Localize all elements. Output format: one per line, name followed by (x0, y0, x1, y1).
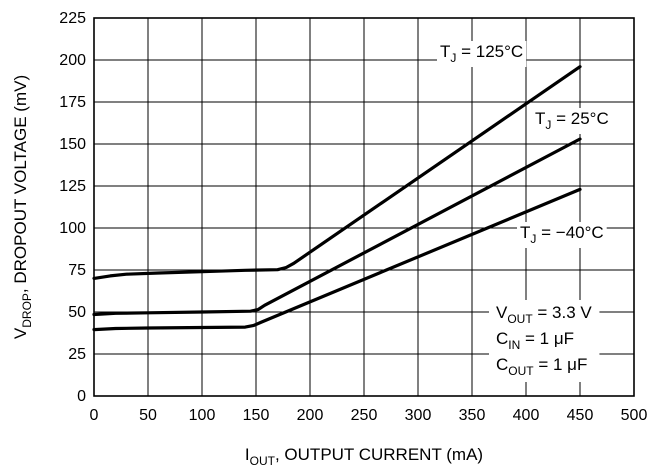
curve-125c (92, 65, 582, 280)
y-tick-label: 125 (59, 178, 86, 195)
label-minus40c: TJ = −40°C (517, 222, 607, 248)
cin-condition-background (493, 328, 578, 354)
y-tick-label: 200 (59, 52, 86, 69)
x-tick-label: 50 (139, 407, 157, 424)
curve-minus40c (92, 187, 582, 332)
y-tick-labels: 0 25 50 75 100 125 150 175 200 225 (59, 10, 86, 405)
conditions-annotation: VOUT = 3.3 V CIN = 1 μF COUT = 1 μF (489, 300, 600, 382)
x-tick-label: 250 (351, 407, 378, 424)
x-tick-label: 350 (459, 407, 486, 424)
y-tick-label: 175 (59, 94, 86, 111)
curve-25c (92, 137, 582, 317)
x-tick-label: 400 (513, 407, 540, 424)
vout-condition: VOUT = 3.3 V (493, 302, 596, 328)
y-tick-label: 150 (59, 136, 86, 153)
y-tick-label: 0 (77, 388, 86, 405)
x-axis-title: IOUT, OUTPUT CURRENT (mA) (245, 445, 483, 468)
vout-condition-background (493, 302, 596, 328)
label-25c-background (532, 108, 612, 134)
label-25c: TJ = 25°C (532, 108, 612, 134)
y-tick-label: 50 (68, 304, 86, 321)
cout-condition: COUT = 1 μF (493, 354, 591, 380)
svg-text:TJ = 125°C: TJ = 125°C (440, 42, 523, 65)
label-minus40c-background (517, 222, 607, 248)
x-tick-labels: 0 50 100 150 200 250 300 350 400 450 500 (90, 407, 648, 424)
label-125c: TJ = 125°C (437, 41, 527, 67)
x-tick-label: 450 (567, 407, 594, 424)
y-tick-label: 100 (59, 220, 86, 237)
svg-text:CIN = 1 μF: CIN = 1 μF (496, 329, 574, 352)
x-tick-label: 150 (243, 407, 270, 424)
y-tick-label: 75 (68, 262, 86, 279)
x-tick-label: 300 (405, 407, 432, 424)
cout-condition-background (493, 354, 591, 380)
x-tick-label: 500 (621, 407, 648, 424)
y-tick-label: 225 (59, 10, 86, 27)
series-labels: TJ = 125°C TJ = 25°C TJ = −40°C (437, 41, 612, 248)
series-curves (92, 65, 582, 332)
label-125c-background (437, 41, 527, 67)
x-tick-label: 100 (189, 407, 216, 424)
y-tick-label: 25 (68, 346, 86, 363)
cin-condition: CIN = 1 μF (493, 328, 578, 354)
y-axis-title: VDROP, DROPOUT VOLTAGE (mV) (11, 75, 34, 339)
x-tick-label: 0 (90, 407, 99, 424)
plot-frame (93, 17, 635, 397)
x-tick-label: 200 (297, 407, 324, 424)
svg-text:COUT = 1 μF: COUT = 1 μF (496, 355, 587, 378)
svg-text:TJ = −40°C: TJ = −40°C (520, 223, 604, 246)
svg-text:VOUT = 3.3 V: VOUT = 3.3 V (496, 303, 592, 326)
svg-text:TJ = 25°C: TJ = 25°C (535, 109, 609, 132)
